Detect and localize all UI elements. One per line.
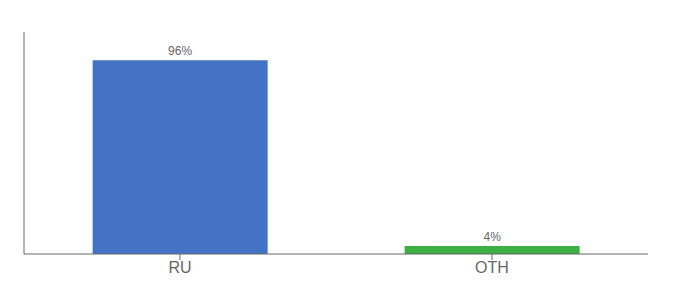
svg-text:RU: RU (168, 259, 191, 276)
svg-text:96%: 96% (168, 44, 192, 58)
svg-text:OTH: OTH (475, 259, 509, 276)
svg-text:4%: 4% (483, 230, 501, 244)
